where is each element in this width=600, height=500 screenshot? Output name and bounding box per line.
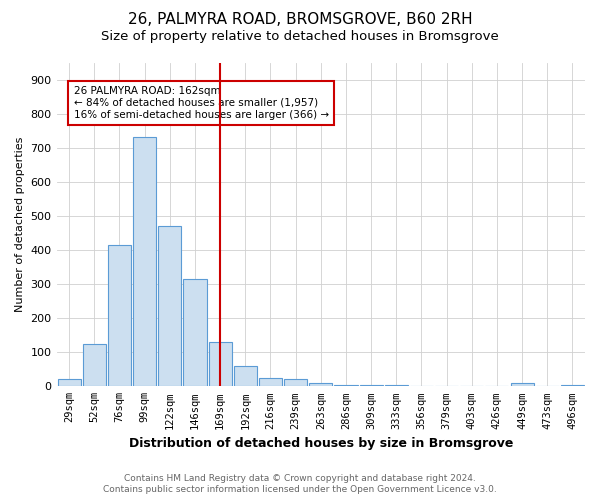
Bar xyxy=(511,383,533,386)
Y-axis label: Number of detached properties: Number of detached properties xyxy=(15,136,25,312)
Text: Contains HM Land Registry data © Crown copyright and database right 2024.
Contai: Contains HM Land Registry data © Crown c… xyxy=(103,474,497,494)
Bar xyxy=(234,366,257,386)
Bar xyxy=(184,279,206,386)
Bar xyxy=(284,380,307,386)
Bar xyxy=(359,384,383,386)
Bar xyxy=(58,380,80,386)
Bar xyxy=(259,378,282,386)
Bar xyxy=(309,383,332,386)
Text: Size of property relative to detached houses in Bromsgrove: Size of property relative to detached ho… xyxy=(101,30,499,43)
Bar xyxy=(385,384,408,386)
Bar xyxy=(83,344,106,386)
Text: 26, PALMYRA ROAD, BROMSGROVE, B60 2RH: 26, PALMYRA ROAD, BROMSGROVE, B60 2RH xyxy=(128,12,472,28)
X-axis label: Distribution of detached houses by size in Bromsgrove: Distribution of detached houses by size … xyxy=(128,437,513,450)
Bar xyxy=(133,138,156,386)
Bar xyxy=(209,342,232,386)
Text: 26 PALMYRA ROAD: 162sqm
← 84% of detached houses are smaller (1,957)
16% of semi: 26 PALMYRA ROAD: 162sqm ← 84% of detache… xyxy=(74,86,329,120)
Bar xyxy=(561,384,584,386)
Bar xyxy=(158,226,181,386)
Bar xyxy=(108,245,131,386)
Bar xyxy=(334,384,358,386)
